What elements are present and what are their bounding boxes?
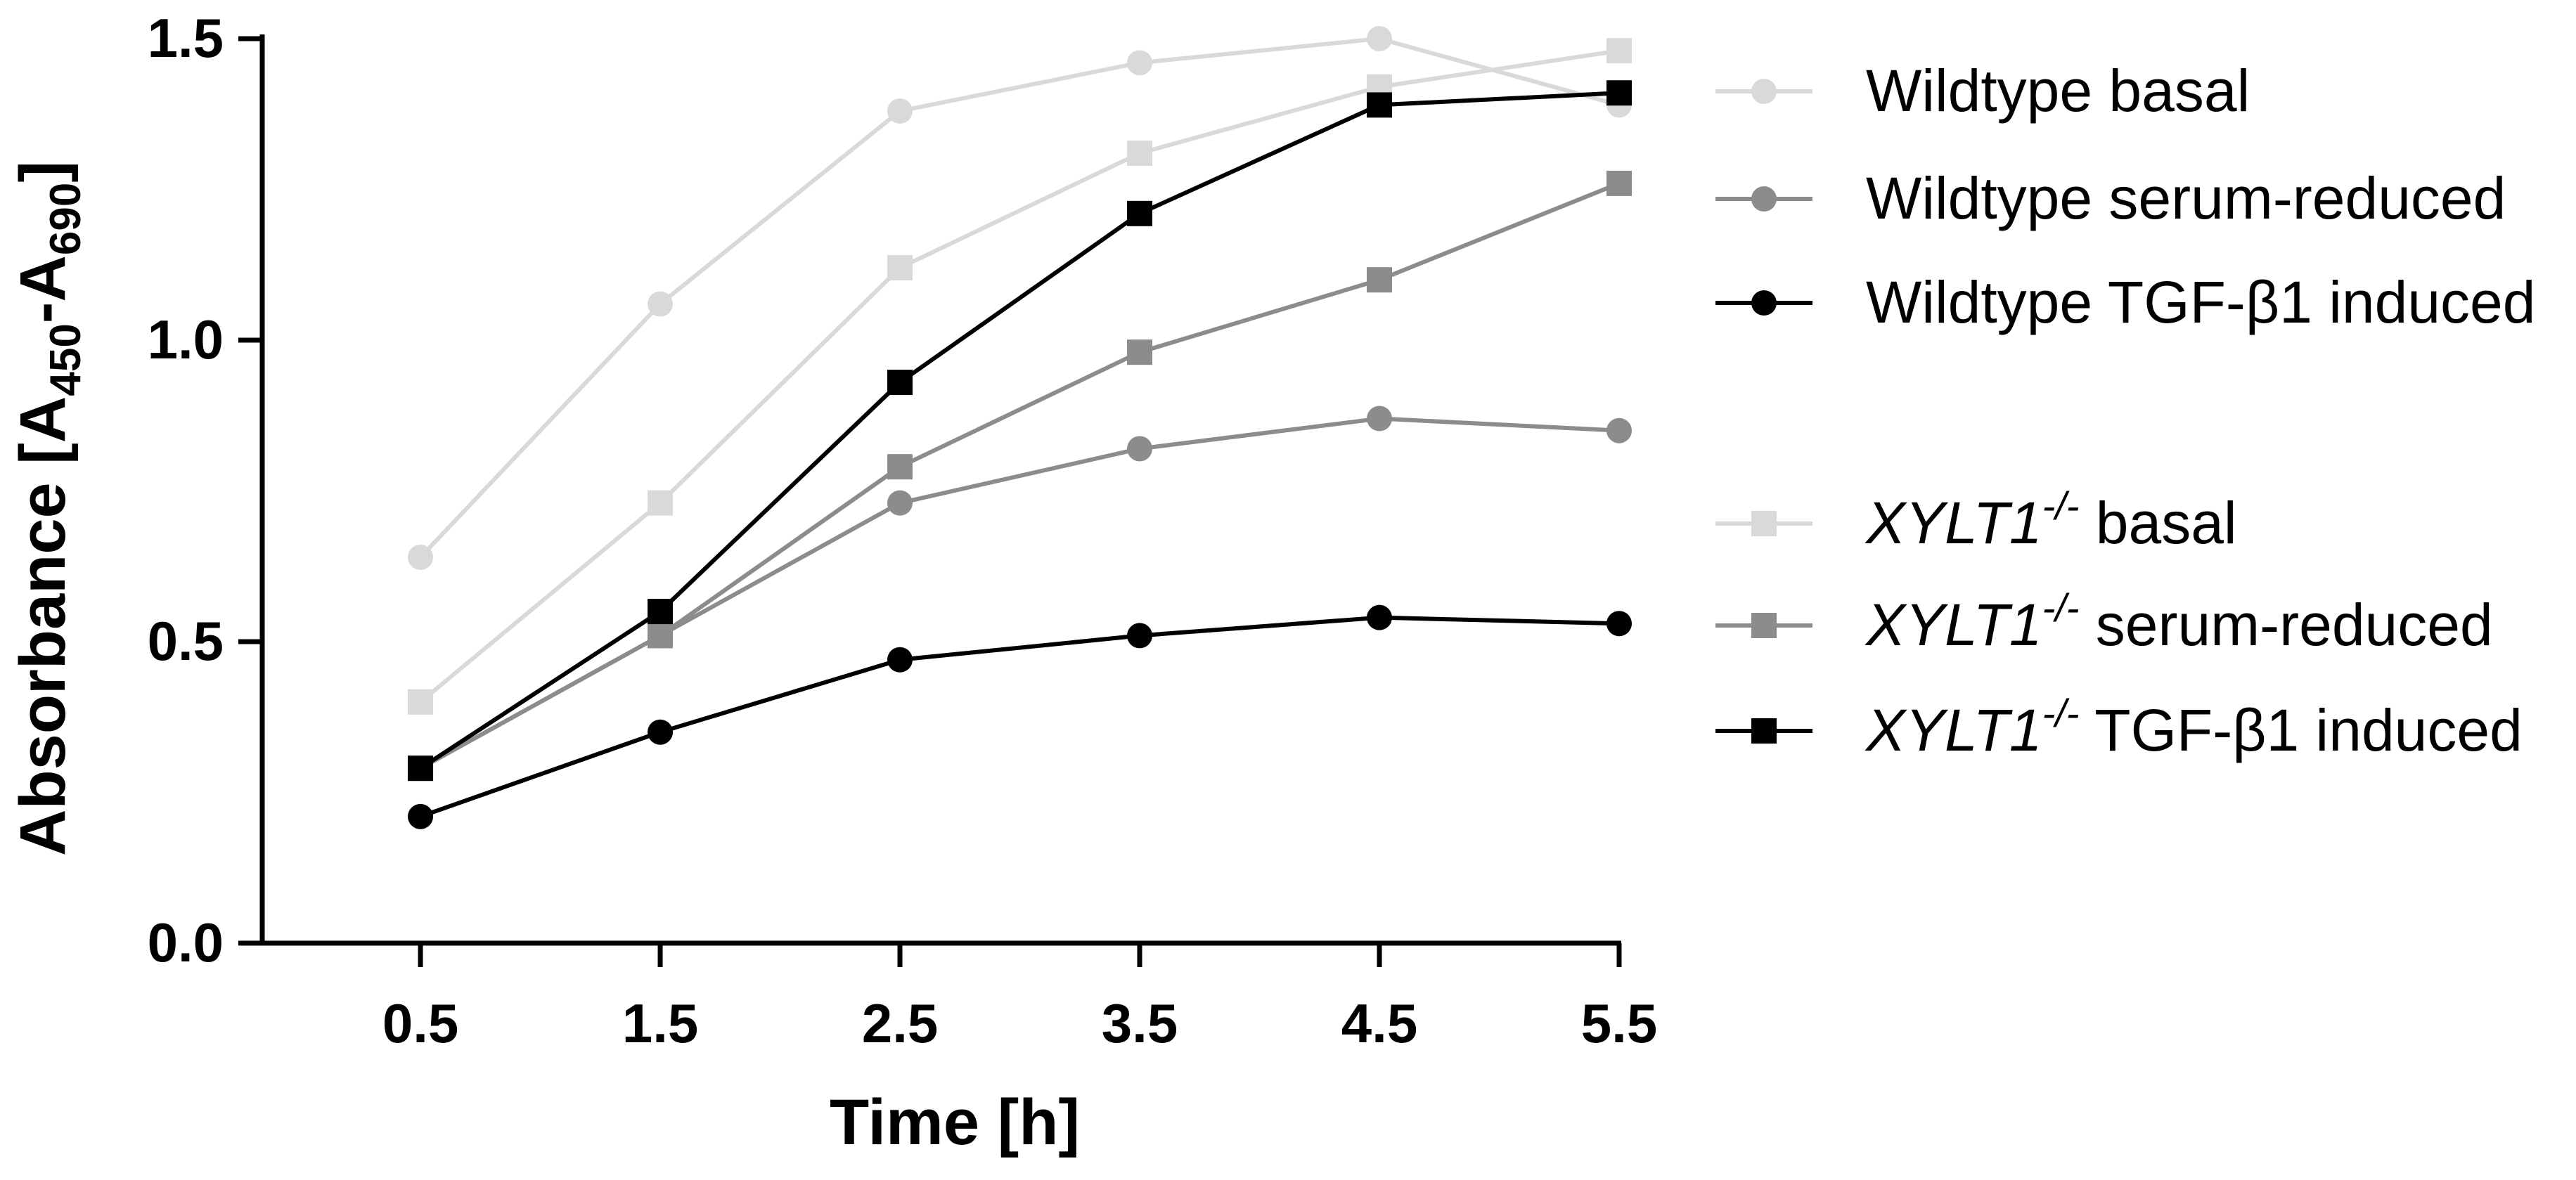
x-axis-title: Time [h] bbox=[830, 1087, 1080, 1158]
legend: Wildtype basal Wildtype serum-reduced Wild… bbox=[1715, 58, 2535, 763]
data-point bbox=[887, 490, 913, 516]
series-4 bbox=[408, 38, 1632, 715]
series-line bbox=[420, 615, 1620, 819]
data-point bbox=[1367, 267, 1393, 293]
legend-marker bbox=[1751, 290, 1777, 316]
legend-label: Wildtype TGF-β1 induced bbox=[1866, 269, 2535, 335]
data-point bbox=[648, 623, 674, 649]
data-point bbox=[1367, 92, 1393, 118]
legend-item: XYLT1-/- serum-reduced bbox=[1715, 585, 2493, 658]
series-line bbox=[419, 181, 1621, 770]
legend-item: Wildtype basal bbox=[1715, 58, 2250, 124]
series-3 bbox=[408, 604, 1632, 829]
y-tick-label: 0.0 bbox=[148, 912, 224, 973]
x-tick-label: 4.5 bbox=[1341, 992, 1417, 1054]
data-point bbox=[1606, 417, 1632, 443]
data-point bbox=[887, 98, 913, 124]
y-tick-label: 1.0 bbox=[148, 309, 224, 370]
data-point bbox=[887, 647, 913, 673]
series-line bbox=[418, 37, 1620, 559]
legend-label: Wildtype serum-reduced bbox=[1866, 165, 2506, 231]
data-point bbox=[648, 599, 674, 625]
data-point bbox=[648, 490, 674, 516]
data-point bbox=[1127, 200, 1153, 226]
data-point bbox=[408, 544, 434, 570]
y-axis-title: Absorbance [A450-A690] bbox=[7, 161, 90, 856]
legend-marker bbox=[1751, 613, 1777, 638]
legend-marker bbox=[1751, 718, 1777, 744]
legend-item: XYLT1-/- TGF-β1 induced bbox=[1715, 691, 2523, 763]
data-point bbox=[1367, 26, 1393, 51]
data-point bbox=[1127, 339, 1153, 365]
series-group bbox=[408, 26, 1632, 829]
series-line bbox=[419, 91, 1620, 770]
data-point bbox=[1606, 170, 1632, 196]
series-line bbox=[419, 416, 1620, 770]
axes: 0.0 0.5 1.0 1.5 0.5 1.5 2.5 3.5 4.5 5.5 Time [h] Ab… bbox=[7, 7, 1657, 1158]
data-point bbox=[1606, 38, 1632, 64]
x-tick-label: 0.5 bbox=[382, 992, 458, 1054]
data-point bbox=[408, 756, 434, 782]
legend-label: XYLT1-/- TGF-β1 induced bbox=[1865, 691, 2523, 763]
legend-label: XYLT1-/- basal bbox=[1865, 484, 2237, 556]
data-point bbox=[1606, 611, 1632, 637]
data-point bbox=[1606, 80, 1632, 106]
x-tick-label: 5.5 bbox=[1581, 992, 1657, 1054]
legend-item: Wildtype TGF-β1 induced bbox=[1715, 269, 2535, 335]
data-point bbox=[887, 255, 913, 281]
data-point bbox=[408, 803, 434, 829]
legend-marker bbox=[1751, 79, 1777, 104]
data-point bbox=[1127, 623, 1153, 649]
y-tick-label: 1.5 bbox=[148, 7, 224, 69]
data-point bbox=[1367, 604, 1393, 630]
data-point bbox=[648, 291, 674, 317]
legend-marker bbox=[1751, 186, 1777, 212]
legend-marker bbox=[1751, 511, 1777, 536]
x-tick-label: 1.5 bbox=[622, 992, 698, 1054]
legend-label: Wildtype basal bbox=[1866, 58, 2250, 124]
legend-item: XYLT1-/- basal bbox=[1715, 484, 2237, 556]
data-point bbox=[1367, 406, 1393, 432]
data-point bbox=[887, 370, 913, 396]
y-tick-label: 0.5 bbox=[148, 610, 224, 672]
series-line bbox=[419, 48, 1620, 704]
series-6 bbox=[408, 80, 1632, 782]
data-point bbox=[887, 454, 913, 480]
data-point bbox=[1127, 50, 1153, 76]
series-2 bbox=[408, 406, 1632, 782]
x-tick-label: 3.5 bbox=[1102, 992, 1178, 1054]
legend-label: XYLT1-/- serum-reduced bbox=[1865, 585, 2493, 658]
data-point bbox=[1127, 141, 1153, 167]
data-point bbox=[408, 689, 434, 715]
data-point bbox=[648, 719, 674, 745]
legend-item: Wildtype serum-reduced bbox=[1715, 165, 2506, 231]
data-point bbox=[1127, 436, 1153, 462]
x-tick-label: 2.5 bbox=[862, 992, 938, 1054]
